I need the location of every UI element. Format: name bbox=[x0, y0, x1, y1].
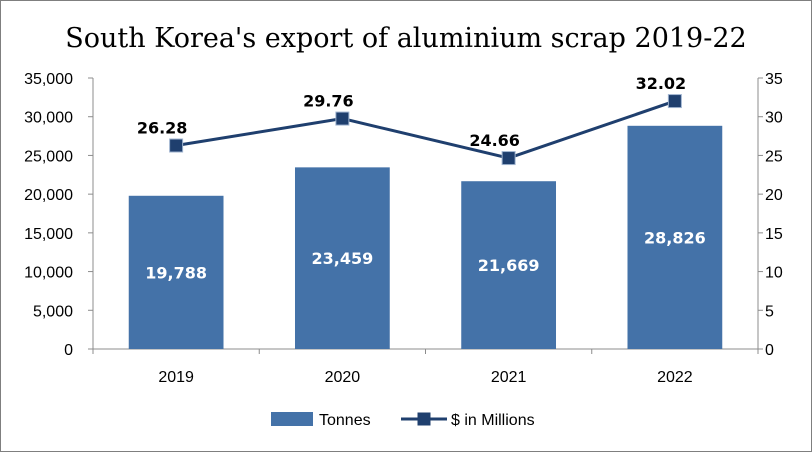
legend-label-usd: $ in Millions bbox=[451, 412, 535, 429]
x-tick-label: 2022 bbox=[657, 369, 693, 386]
y-left-tick-label: 5,000 bbox=[33, 303, 73, 320]
bar-2021 bbox=[461, 181, 557, 349]
bar-value-label: 23,459 bbox=[312, 249, 374, 268]
y-right-tick-label: 0 bbox=[765, 342, 774, 359]
y-left-tick-label: 15,000 bbox=[24, 226, 73, 243]
chart-title: South Korea's export of aluminium scrap … bbox=[65, 23, 746, 54]
y-right-tick-label: 30 bbox=[765, 110, 783, 127]
usd-point-2020 bbox=[335, 111, 350, 126]
y-right-tick-label: 35 bbox=[765, 71, 783, 88]
y-right-tick-label: 15 bbox=[765, 226, 783, 243]
y-left-tick-label: 20,000 bbox=[24, 187, 73, 204]
bar-2020 bbox=[294, 167, 390, 349]
bar-value-label: 19,788 bbox=[145, 263, 207, 282]
bar-value-label: 28,826 bbox=[644, 228, 706, 247]
legend: Tonnes $ in Millions bbox=[271, 412, 535, 429]
usd-value-label: 26.28 bbox=[137, 119, 188, 138]
y-left-tick-label: 30,000 bbox=[24, 110, 73, 127]
y-left-tick-label: 35,000 bbox=[24, 71, 73, 88]
usd-value-label: 32.02 bbox=[636, 74, 687, 93]
y-right-tick-label: 25 bbox=[765, 148, 783, 165]
bar-2019 bbox=[128, 195, 224, 349]
y-left-tick-label: 25,000 bbox=[24, 148, 73, 165]
usd-value-label: 29.76 bbox=[303, 92, 354, 111]
y-right-tick-label: 20 bbox=[765, 187, 783, 204]
y-right-tick-label: 5 bbox=[765, 303, 774, 320]
usd-point-2019 bbox=[169, 138, 184, 153]
bar-2022 bbox=[627, 125, 723, 349]
y-left-tick-label: 10,000 bbox=[24, 265, 73, 282]
usd-series-line bbox=[175, 99, 676, 160]
usd-value-label: 24.66 bbox=[469, 131, 520, 150]
x-tick-label: 2020 bbox=[325, 369, 361, 386]
legend-swatch-tonnes bbox=[271, 412, 313, 426]
x-tick-label: 2019 bbox=[158, 369, 194, 386]
legend-marker-usd bbox=[417, 412, 431, 426]
y-right-tick-label: 10 bbox=[765, 265, 783, 282]
legend-label-tonnes: Tonnes bbox=[319, 412, 371, 429]
usd-point-2022 bbox=[667, 94, 682, 109]
plot-area: 0 5,000 10,000 15,000 20,000 25,000 30,000 35,0… bbox=[24, 71, 783, 386]
usd-point-2021 bbox=[501, 151, 516, 166]
x-tick-label: 2021 bbox=[491, 369, 527, 386]
y-left-tick-label: 0 bbox=[64, 342, 73, 359]
bar-value-label: 21,669 bbox=[478, 256, 540, 275]
